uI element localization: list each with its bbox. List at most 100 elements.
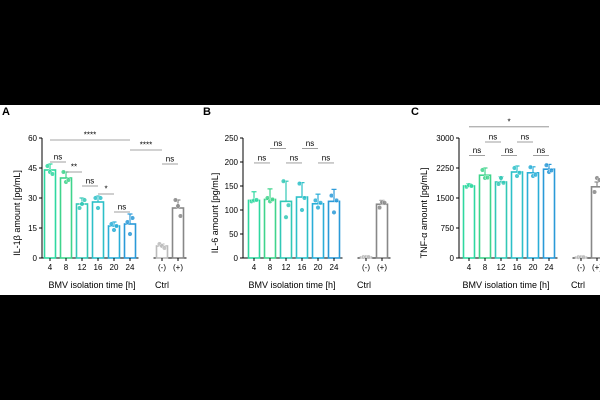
x-tick-label: 12 <box>78 263 87 272</box>
significance-label: ns <box>473 146 481 155</box>
y-tick-label: 0 <box>33 254 38 263</box>
significance-label: * <box>507 117 510 126</box>
x-tick-label: (+) <box>592 263 600 272</box>
bar <box>311 202 325 259</box>
data-point <box>468 183 475 189</box>
bar <box>510 171 524 259</box>
significance-label: ns <box>537 146 545 155</box>
significance-label: ns <box>274 139 282 148</box>
x-tick-label: (-) <box>577 263 585 272</box>
y-tick-label: 250 <box>225 134 239 143</box>
significance-label: ns <box>489 133 497 142</box>
data-point <box>172 197 179 203</box>
x-tick-label: 4 <box>467 263 472 272</box>
data-point <box>495 181 502 187</box>
bar <box>247 199 261 259</box>
bar <box>462 185 476 259</box>
data-point <box>511 165 518 171</box>
bar <box>590 186 600 259</box>
data-point <box>264 195 271 201</box>
bar <box>75 203 89 259</box>
data-point <box>175 203 181 209</box>
x-tick-label: 16 <box>94 263 103 272</box>
data-point <box>161 245 168 251</box>
panel-letter: A <box>2 106 10 118</box>
panel-letter: B <box>203 106 211 118</box>
x-tick-label: 8 <box>483 263 488 272</box>
data-point <box>283 214 289 220</box>
data-point <box>60 169 67 175</box>
panel-letter: C <box>411 106 419 118</box>
data-point <box>129 215 136 221</box>
y-tick-label: 150 <box>225 182 239 191</box>
data-point <box>124 219 131 225</box>
significance-label: ns <box>118 203 126 212</box>
data-point <box>95 205 101 211</box>
x-tick-label: 8 <box>64 263 69 272</box>
ctrl-group-label: Ctrl <box>357 280 371 290</box>
data-point <box>580 254 587 260</box>
bar <box>494 181 508 259</box>
data-point <box>516 170 523 176</box>
y-tick-label: 30 <box>28 194 37 203</box>
data-point <box>108 221 115 227</box>
data-point <box>498 175 504 181</box>
y-tick-label: 200 <box>225 158 239 167</box>
data-point <box>317 200 324 206</box>
data-point <box>484 175 491 181</box>
bar <box>295 196 309 259</box>
y-tick-label: 0 <box>450 254 455 263</box>
significance-label: ns <box>322 153 330 162</box>
y-tick-label: 0 <box>234 254 239 263</box>
bar <box>123 223 137 259</box>
x-tick-label: 20 <box>314 263 323 272</box>
bar <box>478 174 492 259</box>
data-point <box>81 197 88 203</box>
significance-label: ** <box>71 163 77 172</box>
data-point <box>296 181 303 187</box>
data-point <box>49 171 56 177</box>
data-point <box>500 180 507 186</box>
y-tick-label: 1500 <box>436 194 454 203</box>
x-tick-label: 12 <box>497 263 506 272</box>
significance-label: ns <box>258 153 266 162</box>
y-tick-label: 15 <box>28 224 37 233</box>
data-point <box>299 207 305 213</box>
data-point <box>381 200 388 206</box>
x-tick-label: 24 <box>330 263 339 272</box>
y-tick-label: 100 <box>225 206 239 215</box>
x-tick-label: 4 <box>48 263 53 272</box>
x-tick-label: (-) <box>158 263 166 272</box>
data-point <box>376 205 383 211</box>
data-point <box>285 202 292 208</box>
bar <box>375 203 389 259</box>
significance-label: **** <box>84 131 96 140</box>
multi-panel-bar-chart: A IL-1β amount [pg/mL] BMV isolation tim… <box>2 106 600 290</box>
panel-c: C TNF-α amount [pg/mL] BMV isolation tim… <box>411 106 600 290</box>
data-point <box>113 223 120 229</box>
figure-panel: A IL-1β amount [pg/mL] BMV isolation tim… <box>0 105 600 295</box>
ctrl-group-label: Ctrl <box>571 280 585 290</box>
bar <box>542 168 556 259</box>
data-point <box>269 196 276 202</box>
x-tick-label: 16 <box>513 263 522 272</box>
data-point <box>333 197 340 203</box>
x-tick-label: 12 <box>282 263 291 272</box>
data-point <box>97 195 104 201</box>
x-tick-label: 20 <box>529 263 538 272</box>
bar <box>526 172 540 259</box>
data-point <box>65 177 72 183</box>
ctrl-group-label: Ctrl <box>155 280 169 290</box>
panel-b: B IL-6 amount [pg/mL] BMV isolation time… <box>203 106 391 290</box>
x-axis-label: BMV isolation time [h] <box>462 280 549 290</box>
data-point <box>328 193 335 199</box>
data-point <box>312 197 319 203</box>
data-point <box>177 213 184 219</box>
x-tick-label: 20 <box>110 263 119 272</box>
data-point <box>253 197 260 203</box>
bar <box>43 169 57 259</box>
data-point <box>543 162 550 168</box>
significance-label: ns <box>521 133 529 142</box>
data-point <box>365 254 372 260</box>
data-point <box>127 231 133 237</box>
